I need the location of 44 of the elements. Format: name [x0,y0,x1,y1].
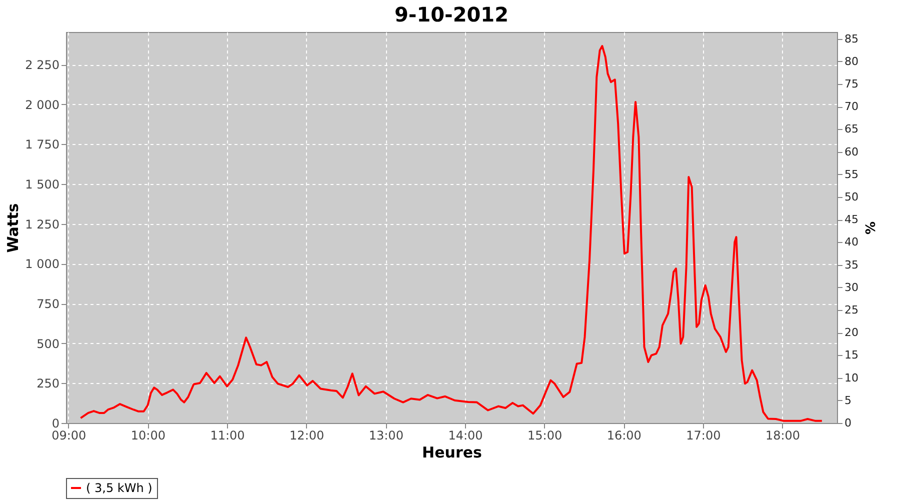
y2-tick-label: 45 [844,213,858,226]
y-tick-label: 250 [36,376,60,391]
x-tick-label: 16:00 [606,428,642,442]
y-tick-label: 750 [36,297,60,311]
y-axis-title: Watts [4,203,22,253]
x-axis-title: Heures [422,444,482,462]
y-tick-label: 2 000 [25,98,60,112]
y2-tick-label: 20 [844,326,858,340]
y-tick-label: 1 250 [25,217,60,232]
x-tick-label: 17:00 [686,428,721,442]
y2-tick-label: 80 [844,54,858,68]
chart-title: 9-10-2012 [394,2,509,26]
y2-tick-label: 65 [844,122,858,136]
y2-tick-label: 75 [844,77,858,90]
y2-tick-label: 70 [844,100,858,114]
x-tick-label: 18:00 [765,428,800,442]
y2-tick-label: 40 [844,236,858,249]
x-tick-label: 11:00 [210,428,245,442]
y-tick-label: 1 750 [25,138,60,152]
x-tick-label: 09:00 [52,428,86,442]
x-tick-label: 14:00 [448,428,483,442]
y2-tick-label: 25 [844,303,858,316]
y-tick-label: 1 500 [25,178,60,192]
y-tick-label: 2 250 [25,58,60,72]
y2-tick-label: 15 [844,348,858,362]
y-tick-label: 1 000 [25,257,60,272]
x-tick-label: 13:00 [368,428,404,442]
y2-tick-label: 35 [844,258,858,272]
legend-label: ( 3,5 kWh ) [86,481,152,495]
y2-tick-label: 0 [844,416,852,430]
x-tick-label: 10:00 [130,428,166,442]
y2-tick-label: 60 [844,145,858,158]
x-tick-label: 12:00 [290,428,324,442]
y-tick-label: 500 [36,336,60,351]
y2-tick-label: 30 [844,280,858,294]
y2-tick-label: 50 [844,190,858,204]
line-series [80,45,823,422]
y2-tick-label: 10 [844,371,858,384]
x-tick-label: 15:00 [528,428,562,442]
y2-axis-title: % [861,221,876,235]
y2-tick-label: 85 [844,32,858,46]
y2-tick-label: 55 [844,168,858,181]
y-tick-label: 0 [52,416,60,430]
y2-tick-label: 5 [844,394,852,407]
